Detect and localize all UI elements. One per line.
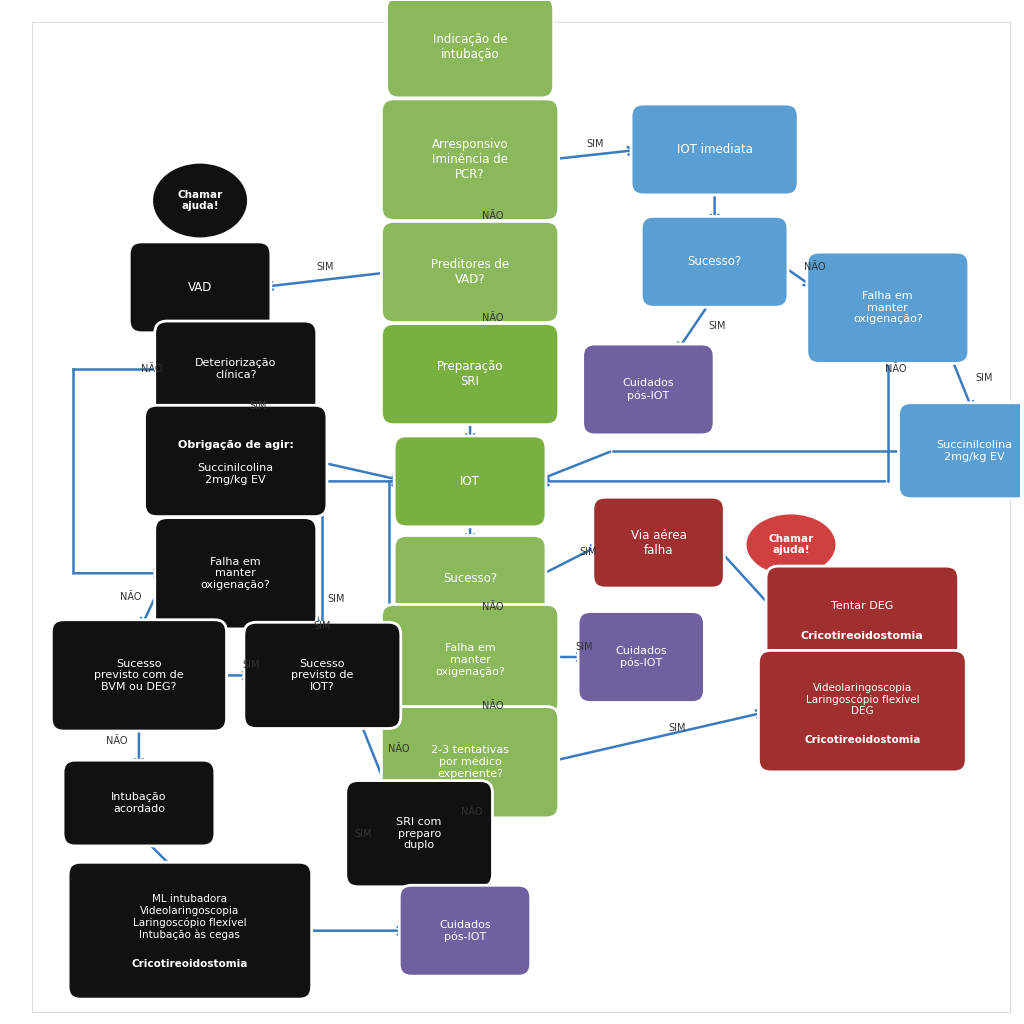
Text: NÃO: NÃO xyxy=(462,807,483,817)
Text: Preditores de
VAD?: Preditores de VAD? xyxy=(431,258,509,286)
FancyBboxPatch shape xyxy=(381,221,559,323)
Text: NÃO: NÃO xyxy=(481,211,503,221)
Text: Cricotireoidostomia: Cricotireoidostomia xyxy=(801,631,924,641)
FancyBboxPatch shape xyxy=(641,216,787,307)
Text: Videolaringoscopia
Laringoscópio flexível
DEG: Videolaringoscopia Laringoscópio flexíve… xyxy=(806,683,920,717)
Text: SIM: SIM xyxy=(328,594,345,604)
Text: Sucesso
previsto com de
BVM ou DEG?: Sucesso previsto com de BVM ou DEG? xyxy=(94,658,183,692)
Text: Via aérea
falha: Via aérea falha xyxy=(631,528,686,557)
Text: SIM: SIM xyxy=(586,139,603,150)
Text: SIM: SIM xyxy=(250,400,267,411)
Text: Succinilcolina
2mg/kg EV: Succinilcolina 2mg/kg EV xyxy=(936,440,1013,462)
FancyBboxPatch shape xyxy=(898,402,1024,499)
Text: NÃO: NÃO xyxy=(804,262,825,272)
Ellipse shape xyxy=(152,162,249,239)
FancyBboxPatch shape xyxy=(394,536,546,622)
FancyBboxPatch shape xyxy=(144,406,327,516)
FancyBboxPatch shape xyxy=(759,650,967,772)
Text: Intubação
acordado: Intubação acordado xyxy=(112,793,167,814)
Text: ML intubadora
Videolaringoscopia
Laringoscópio flexível
Intubação às cegas: ML intubadora Videolaringoscopia Laringo… xyxy=(133,894,247,940)
Text: Falha em
manter
oxigenação?: Falha em manter oxigenação? xyxy=(201,557,270,590)
Text: IOT: IOT xyxy=(460,475,480,487)
Text: Cuidados
pós-IOT: Cuidados pós-IOT xyxy=(615,646,667,668)
Text: Arresponsivo
Iminência de
PCR?: Arresponsivo Iminência de PCR? xyxy=(432,138,508,181)
Text: SRI com
preparo
duplo: SRI com preparo duplo xyxy=(396,817,441,850)
FancyBboxPatch shape xyxy=(69,862,311,999)
FancyBboxPatch shape xyxy=(631,104,798,195)
Text: NÃO: NÃO xyxy=(481,602,503,612)
Text: SIM: SIM xyxy=(354,828,372,839)
Text: SIM: SIM xyxy=(708,321,725,331)
Text: Deteriorização
clínica?: Deteriorização clínica? xyxy=(195,358,276,380)
FancyBboxPatch shape xyxy=(381,324,559,425)
FancyBboxPatch shape xyxy=(381,707,559,818)
Text: 2-3 tentativas
por médico
experiente?: 2-3 tentativas por médico experiente? xyxy=(431,745,509,779)
Text: Indicação de
intubação: Indicação de intubação xyxy=(433,34,507,61)
Text: Falha em
manter
oxigenação?: Falha em manter oxigenação? xyxy=(435,643,505,677)
FancyBboxPatch shape xyxy=(399,886,530,976)
FancyBboxPatch shape xyxy=(766,566,958,663)
Text: Cricotireoidostomia: Cricotireoidostomia xyxy=(132,959,248,970)
Text: Sucesso?: Sucesso? xyxy=(443,571,497,585)
Text: NÃO: NÃO xyxy=(388,744,410,755)
FancyBboxPatch shape xyxy=(346,780,493,887)
FancyBboxPatch shape xyxy=(394,436,546,526)
FancyBboxPatch shape xyxy=(807,252,969,364)
Text: Cuidados
pós-IOT: Cuidados pós-IOT xyxy=(623,378,674,400)
FancyBboxPatch shape xyxy=(381,604,559,716)
FancyBboxPatch shape xyxy=(51,620,226,731)
Text: NÃO: NÃO xyxy=(105,736,127,745)
Text: Obrigação de agir:: Obrigação de agir: xyxy=(178,440,294,451)
FancyBboxPatch shape xyxy=(579,611,705,702)
Text: SIM: SIM xyxy=(579,548,597,557)
FancyBboxPatch shape xyxy=(386,0,554,98)
FancyBboxPatch shape xyxy=(129,242,271,333)
Text: SIM: SIM xyxy=(313,622,331,632)
Text: Chamar
ajuda!: Chamar ajuda! xyxy=(768,534,814,555)
Text: NÃO: NÃO xyxy=(885,364,906,374)
Text: IOT imediata: IOT imediata xyxy=(677,143,753,156)
FancyBboxPatch shape xyxy=(593,498,724,588)
Text: SIM: SIM xyxy=(975,373,993,383)
Text: Falha em
manter
oxigenação?: Falha em manter oxigenação? xyxy=(853,291,923,325)
Text: Cuidados
pós-IOT: Cuidados pós-IOT xyxy=(439,920,490,942)
Text: VAD: VAD xyxy=(187,281,212,294)
FancyBboxPatch shape xyxy=(155,322,316,417)
Text: Preparação
SRI: Preparação SRI xyxy=(437,360,504,388)
FancyBboxPatch shape xyxy=(244,623,400,728)
Text: Chamar
ajuda!: Chamar ajuda! xyxy=(177,189,222,211)
Text: Succinilcolina
2mg/kg EV: Succinilcolina 2mg/kg EV xyxy=(198,463,273,484)
Text: SIM: SIM xyxy=(243,660,260,670)
Text: SIM: SIM xyxy=(575,642,593,652)
Text: NÃO: NÃO xyxy=(481,313,503,323)
FancyBboxPatch shape xyxy=(381,99,559,220)
FancyBboxPatch shape xyxy=(155,517,316,629)
FancyBboxPatch shape xyxy=(583,344,714,435)
Text: NÃO: NÃO xyxy=(120,592,141,602)
FancyBboxPatch shape xyxy=(63,760,215,846)
Text: NÃO: NÃO xyxy=(481,701,503,711)
Text: SIM: SIM xyxy=(316,262,334,272)
Text: NÃO: NÃO xyxy=(141,364,163,374)
Ellipse shape xyxy=(745,513,837,577)
Text: Sucesso
previsto de
IOT?: Sucesso previsto de IOT? xyxy=(291,658,353,692)
Text: Tentar DEG: Tentar DEG xyxy=(831,600,894,610)
Text: Sucesso?: Sucesso? xyxy=(687,255,741,268)
Text: Cricotireoidostomia: Cricotireoidostomia xyxy=(804,735,921,745)
Text: SIM: SIM xyxy=(668,724,686,733)
